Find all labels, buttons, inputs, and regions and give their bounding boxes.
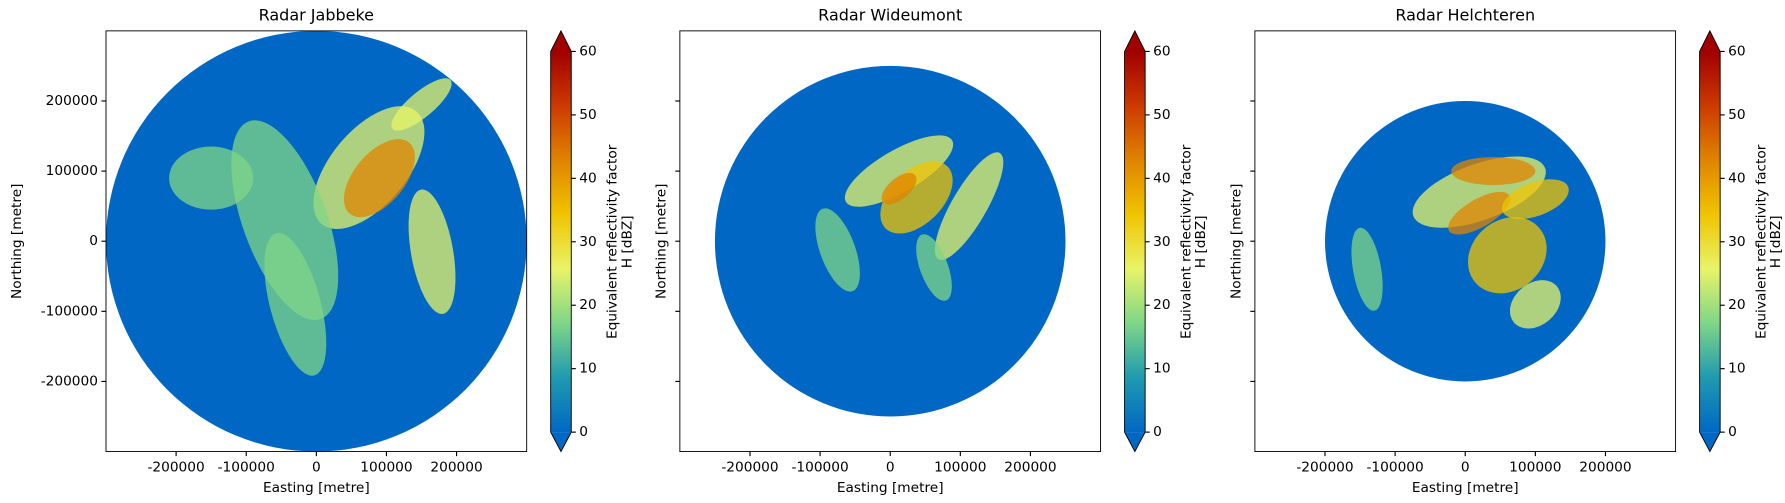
chart-title: Radar Helchteren [1395, 6, 1535, 25]
echo-decoration [264, 232, 327, 376]
colorbar-extend-bottom [550, 432, 572, 452]
colorbar-tick-label: 0 [1728, 424, 1737, 440]
y-tick-label: 200000 [46, 93, 98, 109]
colorbar-tick-label: 20 [1728, 297, 1745, 313]
echo-decoration [916, 234, 952, 301]
echo-decoration [815, 208, 860, 292]
colorbar-extend-bottom [1124, 432, 1146, 452]
colorbar-tick-label: 60 [1153, 43, 1170, 59]
colorbar-tick-label: 60 [1728, 43, 1745, 59]
x-tick-label: 0 [312, 460, 321, 476]
colorbar [1124, 51, 1146, 433]
colorbar [1699, 51, 1721, 433]
colorbar-label: H [dBZ] [1768, 215, 1784, 268]
colorbar-tick-label: 0 [1153, 424, 1162, 440]
colorbar-extend-bottom [1699, 432, 1721, 452]
y-tick-label: -100000 [41, 303, 98, 319]
y-tick-label: 0 [89, 233, 98, 249]
colorbar-tick-label: 30 [1153, 234, 1170, 250]
x-tick-label: -100000 [791, 460, 848, 476]
echo-decoration [1467, 217, 1547, 294]
y-tick-label: 100000 [46, 163, 98, 179]
x-tick-label: 200000 [430, 460, 482, 476]
colorbar-tick-label: 10 [1153, 361, 1170, 377]
colorbar-tick-label: 60 [579, 43, 596, 59]
colorbar-tick-label: 50 [579, 107, 596, 123]
y-axis-label: Northing [metre] [654, 183, 670, 298]
echoes [1351, 156, 1569, 329]
colorbar-tick-label: 40 [1153, 170, 1170, 186]
colorbar-extend-top [1124, 30, 1146, 52]
y-axis-label: Northing [metre] [1229, 183, 1245, 298]
x-tick-label: -200000 [1296, 460, 1353, 476]
x-tick-label: 100000 [1509, 460, 1561, 476]
colorbar-tick-label: 50 [1728, 107, 1745, 123]
colorbar-label: Equivalent reflectivity factor [604, 144, 620, 339]
x-tick-label: 100000 [360, 460, 412, 476]
chart-title: Radar Wideumont [818, 6, 962, 25]
colorbar-tick-label: 50 [1153, 107, 1170, 123]
colorbar-tick-label: 40 [1728, 170, 1745, 186]
echo-decoration [169, 146, 254, 210]
x-tick-label: 0 [886, 460, 895, 476]
colorbar-label: H [dBZ] [1193, 215, 1209, 268]
echo-decoration [1509, 280, 1561, 329]
colorbar-label: H [dBZ] [619, 215, 635, 268]
echo-decoration [844, 135, 954, 207]
x-tick-label: 200000 [1579, 460, 1631, 476]
x-tick-label: 0 [1461, 460, 1470, 476]
y-tick-label: -200000 [41, 373, 98, 389]
echo-decoration [934, 152, 1004, 261]
subplot: Radar Wideumont -200000 -100000 0 100000 2000… [654, 6, 1210, 497]
colorbar-extend-top [1699, 30, 1721, 52]
x-tick-label: -200000 [721, 460, 778, 476]
echo-decoration [1351, 227, 1383, 311]
radar-disc [714, 65, 1066, 417]
subplot: Radar Helchteren-200000 -100000 0 100000 200… [1229, 6, 1785, 497]
echo-decoration [408, 189, 456, 314]
x-tick-label: -100000 [1366, 460, 1423, 476]
echo-decoration [231, 120, 339, 321]
x-tick-label: -100000 [218, 460, 275, 476]
x-axis-label: Easting [metre] [837, 480, 944, 496]
echo-decoration [1451, 157, 1536, 186]
y-axis-label: Northing [metre] [9, 183, 25, 298]
x-tick-label: 100000 [934, 460, 986, 476]
colorbar-tick-label: 30 [1728, 234, 1745, 250]
colorbar-tick-label: 0 [579, 424, 588, 440]
echo-decoration [343, 139, 415, 218]
echoes [169, 78, 456, 376]
echo-decoration [391, 78, 452, 131]
colorbar-label: Equivalent reflectivity factor [1178, 144, 1194, 339]
echoes [815, 135, 1004, 301]
x-axis-label: Easting [metre] [263, 480, 370, 496]
echo-decoration [1448, 191, 1511, 235]
subplot: Radar Jabbeke -200000 -100000 0 100000 200000… [9, 6, 635, 497]
x-tick-label: -200000 [147, 460, 204, 476]
echo-decoration [881, 172, 917, 205]
colorbar-tick-label: 30 [579, 234, 596, 250]
echo-decoration [1501, 179, 1569, 219]
colorbar-label: Equivalent reflectivity factor [1753, 144, 1769, 339]
colorbar-tick-label: 40 [579, 170, 596, 186]
colorbar-tick-label: 10 [579, 361, 596, 377]
chart-title: Radar Jabbeke [259, 6, 374, 25]
colorbar-tick-label: 10 [1728, 361, 1745, 377]
colorbar [550, 51, 572, 433]
x-tick-label: 200000 [1004, 460, 1056, 476]
colorbar-tick-label: 20 [579, 297, 596, 313]
colorbar-extend-top [550, 30, 572, 52]
x-axis-label: Easting [metre] [1412, 480, 1519, 496]
colorbar-tick-label: 20 [1153, 297, 1170, 313]
